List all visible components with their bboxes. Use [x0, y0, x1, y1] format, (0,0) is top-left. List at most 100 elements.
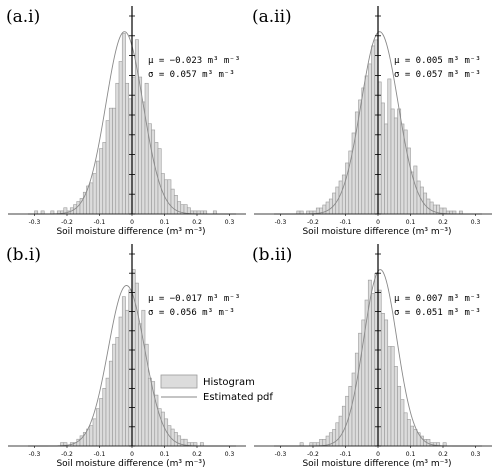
x-axis-label: Soil moisture difference (m³ m⁻³) [302, 227, 451, 237]
histogram-bar [170, 188, 175, 215]
histogram-bar [151, 129, 156, 215]
legend: Histogram Estimated pdf [160, 374, 273, 403]
histogram-bar [426, 198, 431, 215]
x-tick-label: 0 [130, 451, 134, 458]
x-tick-label: 0 [376, 219, 380, 226]
x-tick-label: 0.3 [225, 451, 235, 458]
x-tick-label: 0 [130, 219, 134, 226]
x-tick-label: -0.2 [307, 219, 319, 226]
histogram-bar [147, 377, 152, 447]
panel-label: (b.ii) [252, 245, 292, 265]
histogram-bars [296, 39, 463, 215]
histogram-bar [332, 429, 337, 447]
stat-annotation: μ = 0.007 m³ m⁻³ [394, 294, 481, 304]
x-tick-label: -0.1 [94, 451, 106, 458]
histogram-bars [299, 273, 447, 447]
stat-annotation: μ = −0.023 m³ m⁻³ [148, 56, 240, 66]
histogram-bar [429, 201, 434, 215]
histogram-bar [212, 210, 217, 215]
histogram-bar [138, 76, 143, 215]
histogram-bar [390, 108, 395, 215]
histogram-bar [358, 332, 363, 447]
histogram-bar [384, 123, 389, 215]
histogram-bar [144, 82, 149, 215]
histogram-bar [108, 107, 113, 215]
histogram-bar [141, 101, 146, 215]
x-tick-label: 0.2 [192, 451, 202, 458]
x-tick-label: 0.1 [160, 219, 170, 226]
histogram-bar [170, 428, 175, 447]
histogram-bar [387, 78, 392, 215]
histogram-bar [403, 412, 408, 447]
histogram-bar [40, 210, 45, 215]
x-tick-label: 0.1 [406, 451, 416, 458]
stat-annotation: σ = 0.056 m³ m⁻³ [148, 308, 235, 318]
x-axis-label: Soil moisture difference (m³ m⁻³) [302, 459, 451, 469]
x-tick-label: 0.3 [471, 451, 481, 458]
histogram-bar [89, 182, 94, 215]
histogram-bar [125, 309, 130, 447]
histogram-bar [400, 399, 405, 447]
x-tick-label: 0 [376, 451, 380, 458]
histogram-bar [105, 120, 110, 215]
x-tick-label: 0.3 [225, 219, 235, 226]
histogram-bar [403, 129, 408, 215]
x-tick-label: 0.1 [406, 219, 416, 226]
histogram-bar [160, 173, 165, 215]
legend-histogram-label: Histogram [203, 377, 255, 388]
histogram-bar [354, 352, 359, 447]
histogram-bar [335, 422, 340, 447]
histogram-bar [393, 366, 398, 447]
stat-annotation: σ = 0.057 m³ m⁻³ [148, 70, 235, 80]
histogram-bar [319, 439, 324, 447]
histogram-bar [108, 360, 113, 447]
histogram-bar [341, 405, 346, 447]
panel-label: (a.ii) [252, 7, 292, 27]
x-axis-label: Soil moisture difference (m³ m⁻³) [56, 227, 205, 237]
x-tick-label: 0.2 [438, 451, 448, 458]
histogram-bar [121, 33, 126, 215]
histogram-bar [115, 82, 120, 215]
histogram-bar [105, 377, 110, 447]
histogram-bar [76, 201, 81, 215]
x-tick-label: -0.1 [340, 451, 352, 458]
histogram-bar [325, 201, 330, 215]
histogram-bar [112, 343, 117, 447]
x-axis-label: Soil moisture difference (m³ m⁻³) [56, 459, 205, 469]
histogram-bar [351, 372, 356, 447]
panel-label: (a.i) [6, 7, 40, 27]
legend-pdf-label: Estimated pdf [203, 392, 273, 403]
histogram-bar [160, 411, 165, 447]
x-tick-label: 0.1 [160, 451, 170, 458]
histogram-bar [309, 442, 314, 447]
x-tick-label: 0.2 [192, 219, 202, 226]
histogram-bar [410, 425, 415, 447]
histogram-bar [413, 429, 418, 447]
histogram-bar [384, 319, 389, 447]
histogram-bar [89, 425, 94, 447]
histogram-bar [34, 210, 39, 215]
histogram-bar [367, 63, 372, 215]
histogram-bar [371, 293, 376, 447]
histogram-bar [387, 346, 392, 447]
stat-annotation: μ = −0.017 m³ m⁻³ [148, 294, 240, 304]
stat-annotation: σ = 0.057 m³ m⁻³ [394, 70, 481, 80]
histogram-bar [361, 87, 366, 215]
x-tick-label: -0.1 [94, 219, 106, 226]
histogram-bar [328, 198, 333, 215]
x-tick-label: -0.2 [61, 219, 73, 226]
histogram-bar [112, 107, 117, 215]
histogram-bar [141, 309, 146, 447]
x-tick-label: -0.2 [307, 451, 319, 458]
histogram-bar [364, 75, 369, 215]
panel-2: -0.3 -0.2 -0.1 0 0.1 0.2 0.3 Soil moisture diff… [252, 6, 492, 237]
x-tick-label: -0.3 [275, 219, 287, 226]
histogram-bar [118, 61, 123, 215]
histogram-bar [397, 108, 402, 215]
histogram-bar [92, 173, 97, 215]
panel-4: -0.3 -0.2 -0.1 0 0.1 0.2 0.3 Soil moisture diff… [252, 244, 492, 469]
histogram-bar [299, 442, 304, 447]
x-tick-label: -0.3 [275, 451, 287, 458]
x-tick-label: -0.2 [61, 451, 73, 458]
histogram-bar [102, 142, 107, 215]
